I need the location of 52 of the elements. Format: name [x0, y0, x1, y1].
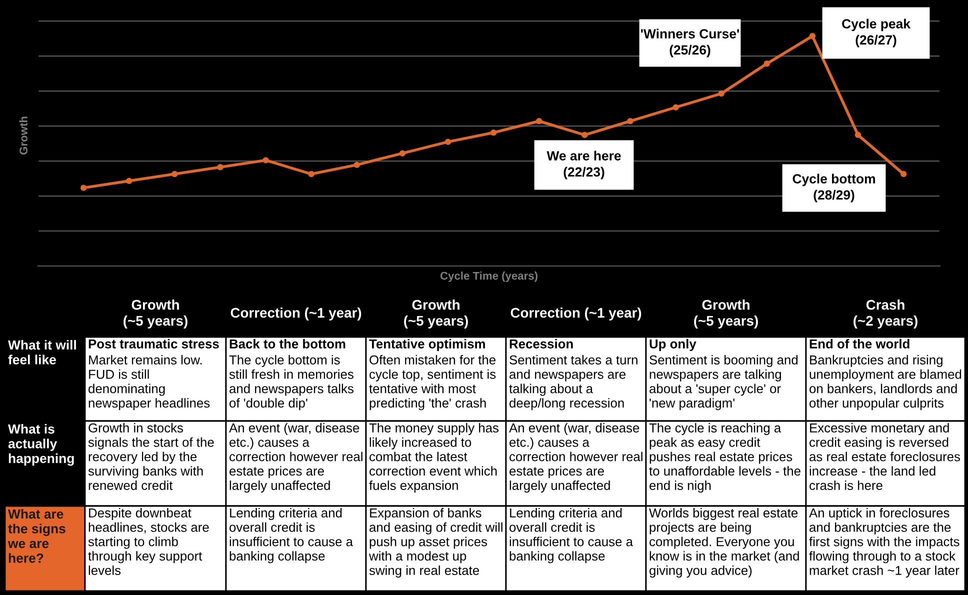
- text: Recession Sentiment takes a turn and newspapers are talking about a deep/long recession: [509, 339, 638, 410]
- text: Correction (~1 year): [510, 308, 642, 320]
- point: [854, 132, 862, 138]
- text: Excessive monetary and credit easing is reversed as real estate foreclosures increase - the land led crash is here: [810, 423, 960, 490]
- text: Lending criteria and overall credit is insufficient to cause a banking collapse: [510, 508, 633, 564]
- point: [627, 118, 634, 124]
- text: What are the signs we are here?: [8, 509, 66, 563]
- y-axis-title: Growth: [19, 116, 28, 154]
- point: [217, 164, 224, 170]
- point: [718, 90, 724, 97]
- point: [80, 184, 87, 191]
- text: The cycle is reaching a peak as easy credit pushes real estate prices to unaffordable levels - the end is nigh: [649, 423, 800, 493]
- point: [308, 170, 314, 178]
- text: Growth (~5 years): [694, 300, 758, 328]
- text: Tentative optimism Often mistaken for the cycle top, sentiment is tentative with most predicting 'the' crash: [369, 339, 496, 410]
- text: What is actually happening: [8, 424, 74, 466]
- annotation: We are here (22/23): [546, 150, 621, 180]
- point: [900, 170, 907, 178]
- text: Despite downbeat headlines, stocks are starting to climb through key support levels: [88, 508, 209, 576]
- point: [764, 60, 770, 67]
- text: Growth (~5 years): [404, 300, 468, 328]
- text: An event (war, disease etc.) causes a correction however real estate prices are largely unaffected: [229, 423, 362, 493]
- point: [536, 118, 542, 124]
- annotation: Cycle bottom (28/29): [792, 174, 875, 202]
- point: [399, 150, 406, 156]
- point: [809, 32, 816, 40]
- point: [126, 178, 132, 184]
- text: Lending criteria and overall credit is insufficient to cause a banking collapse: [230, 508, 353, 564]
- text: An event (war, disease etc.) causes a correction however real estate prices are largely unaffected: [509, 423, 642, 493]
- text: Correction (~1 year): [230, 308, 362, 320]
- text: Expansion of banks and easing of credit will push up asset prices with a modest up swing in real estate: [368, 508, 502, 578]
- point: [262, 157, 269, 164]
- point: [490, 130, 497, 136]
- point: [354, 162, 360, 168]
- text: Back to the bottom The cycle bottom is still fresh in memories and newspapers talks of 'double dip': [229, 339, 354, 410]
- point: [172, 170, 178, 178]
- annotation: Cycle peak (26/27): [842, 18, 910, 48]
- x-axis-title: Cycle Time (years): [440, 272, 538, 282]
- text: Up only Sentiment is booming and newspapers are talking about a 'super cycle' or 'new paradigm': [650, 339, 798, 410]
- text: End of the world Bankruptcies and rising unemployment are blamed on bankers, landlords and other unpopular culprits: [810, 339, 962, 410]
- text: Growth (~5 years): [124, 300, 188, 328]
- text: What it will feel like: [8, 340, 76, 364]
- point: [582, 132, 588, 138]
- text: The money supply has likely increased to combat the latest correction event which fuels expansion: [369, 423, 498, 493]
- text: Worlds biggest real estate projects are being completed. Everyone you know is in the market (and giving you advice): [649, 508, 799, 578]
- point: [444, 138, 452, 145]
- text: An uptick in foreclosures and bankruptcies are the first signs with the impacts flowing through to a stock market crash ~1 year later: [809, 508, 960, 578]
- text: Post traumatic stress Market remains low. FUD is still denominating newspaper headlines: [88, 339, 219, 410]
- text: Crash (~2 years): [854, 300, 918, 328]
- text: Growth in stocks signals the start of the recovery led by the surviving banks with renewed credit: [88, 423, 214, 490]
- point: [672, 104, 679, 110]
- annotation: 'Winners Curse' (25/26): [641, 28, 739, 58]
